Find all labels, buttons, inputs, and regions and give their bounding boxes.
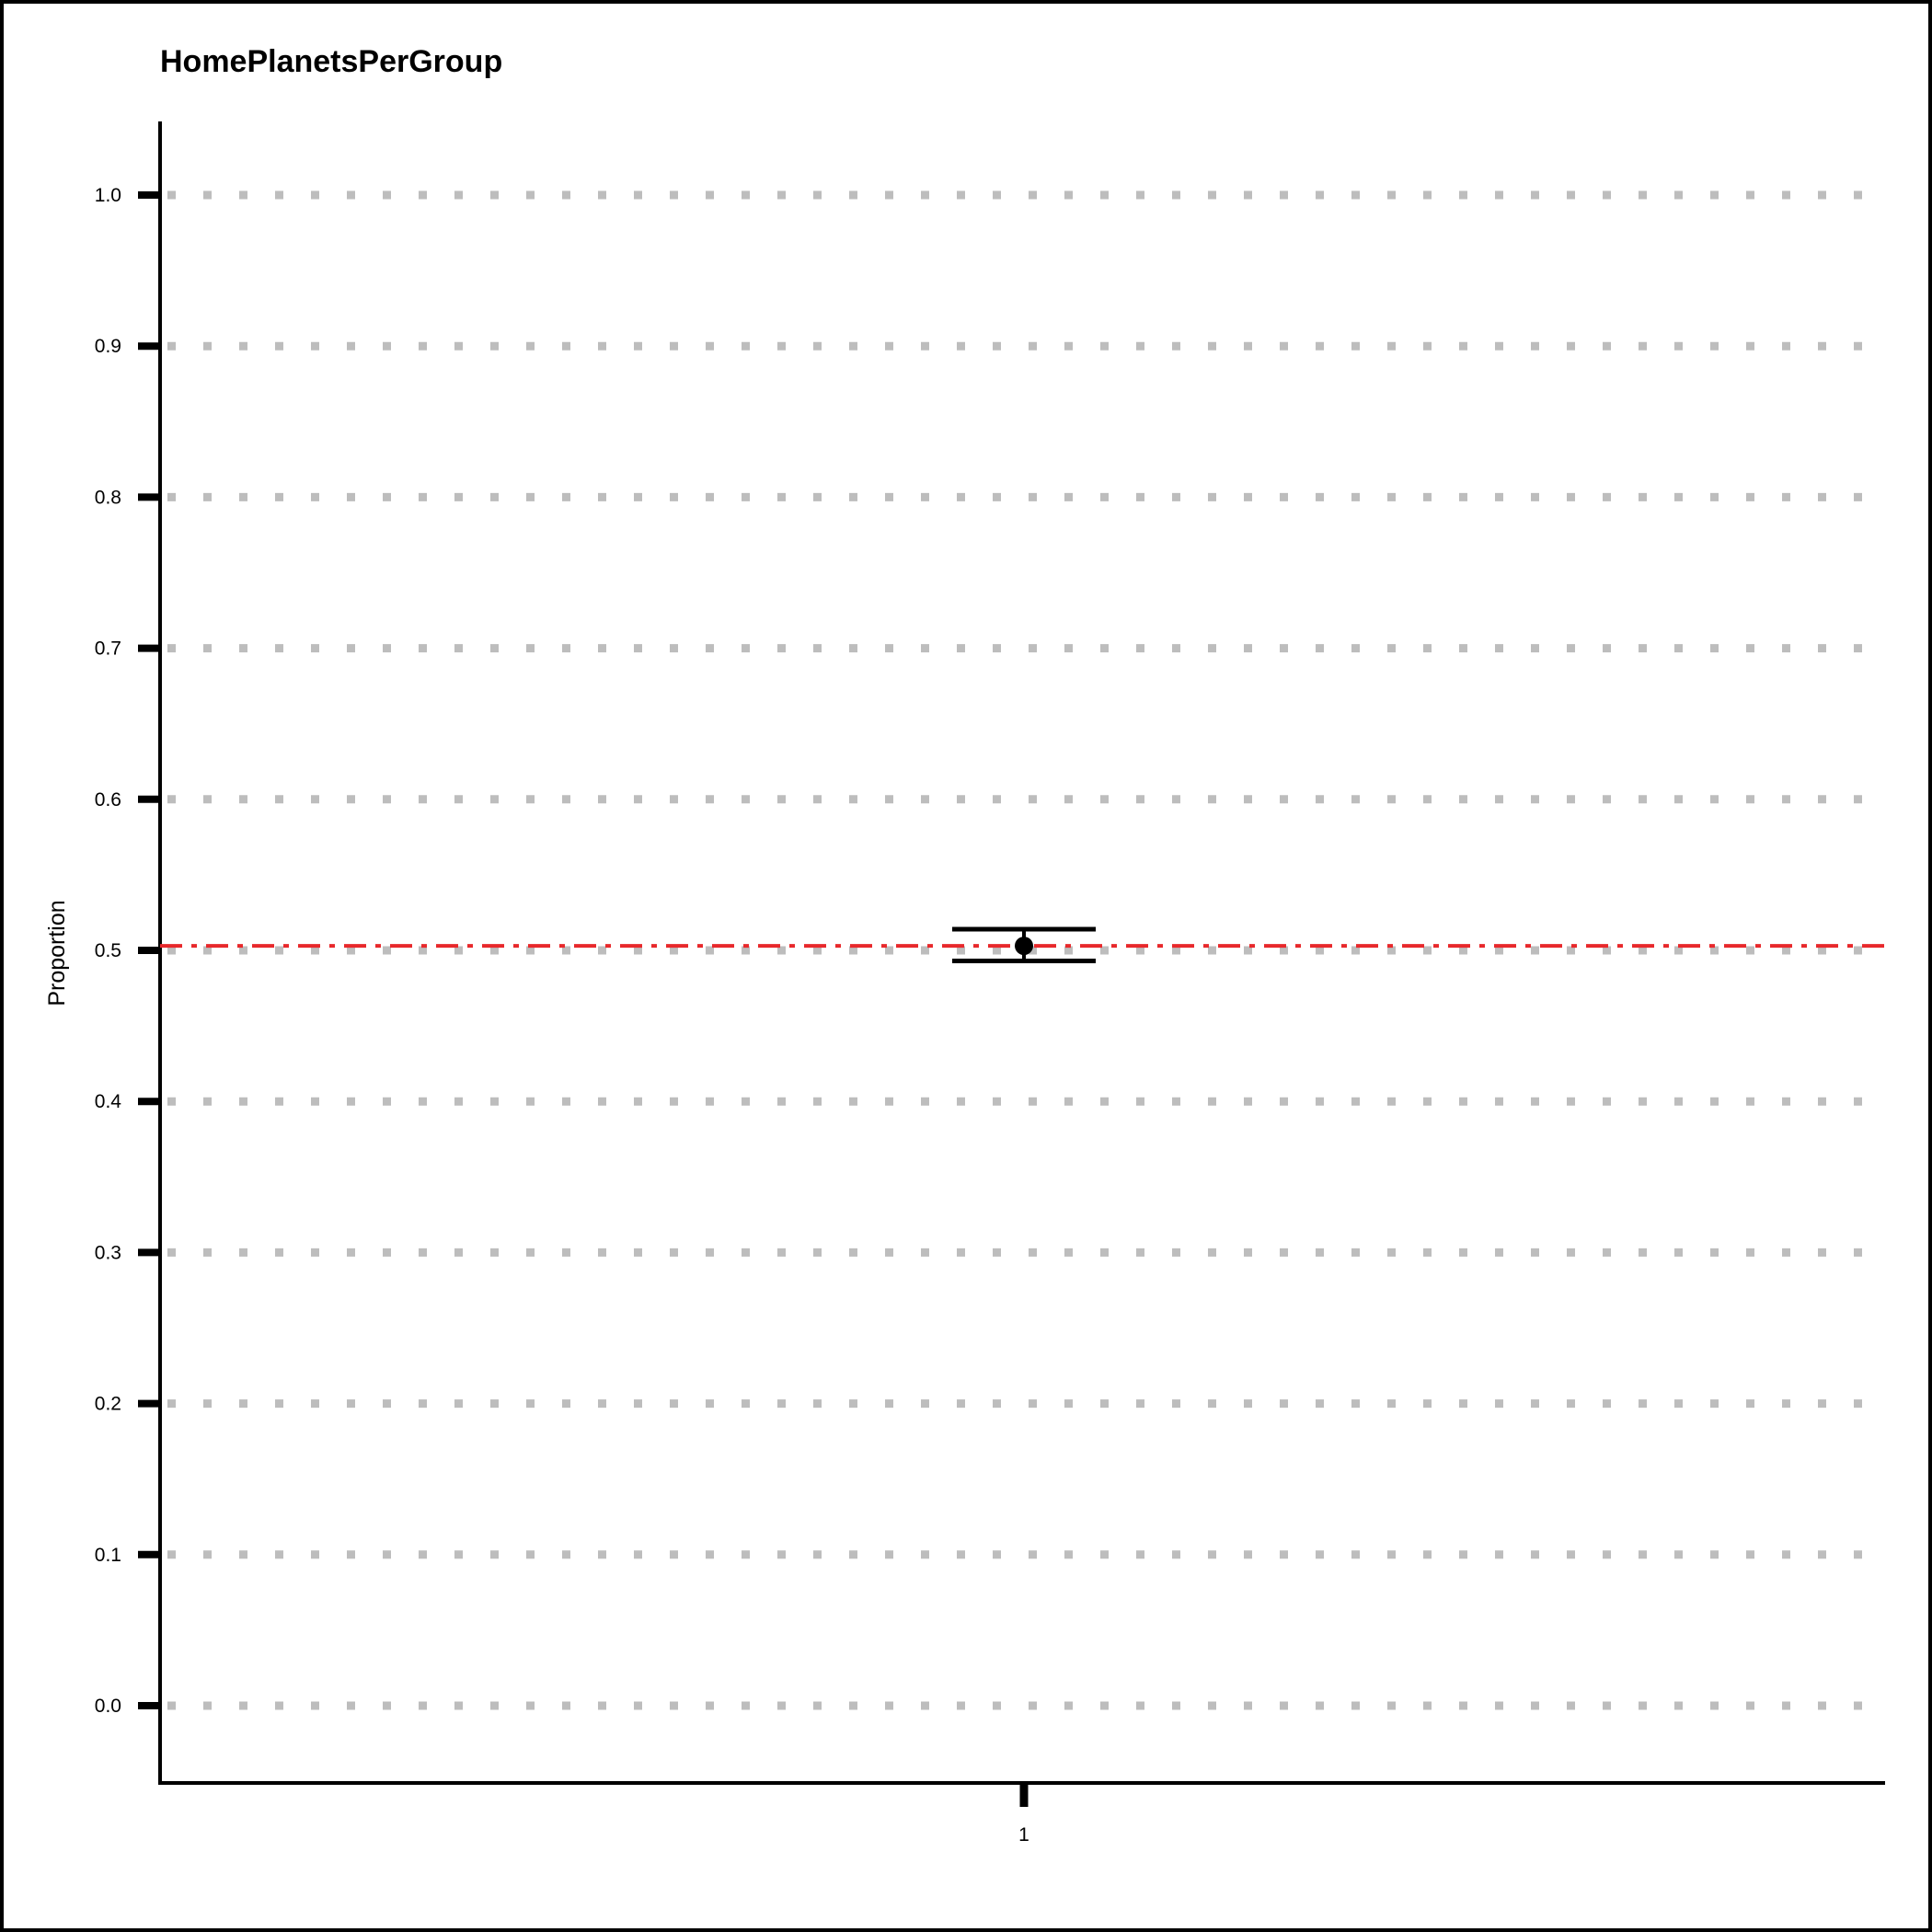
- y-tick-label-0: 0.0: [95, 1696, 121, 1717]
- y-tick-label-8: 0.8: [95, 487, 121, 508]
- x-tick-label-0: 1: [1018, 1824, 1029, 1846]
- y-axis-label: Proportion: [44, 900, 70, 1006]
- y-tick-label-6: 0.6: [95, 789, 121, 811]
- chart-title: HomePlanetsPerGroup: [160, 44, 502, 79]
- data-marks: [952, 926, 1096, 963]
- y-tick-label-10: 1.0: [95, 185, 121, 206]
- y-tick-label-2: 0.2: [95, 1394, 121, 1415]
- y-tick-label-4: 0.4: [95, 1091, 122, 1112]
- y-tick-label-5: 0.5: [95, 940, 121, 961]
- y-tick-label-3: 0.3: [95, 1242, 121, 1263]
- data-point-0: [1015, 937, 1033, 956]
- y-tick-label-1: 0.1: [95, 1545, 121, 1566]
- y-tick-label-7: 0.7: [95, 638, 121, 660]
- axes: 0.0 0.1 0.2 0.3 0.4 0.5 0.6 0.7 0.8 0.9 1.0 1: [95, 121, 1885, 1846]
- chart-area: HomePlanetsPerGroup Proportion 0.0 0.1 0.2…: [44, 44, 1885, 1846]
- y-tick-label-9: 0.9: [95, 336, 121, 357]
